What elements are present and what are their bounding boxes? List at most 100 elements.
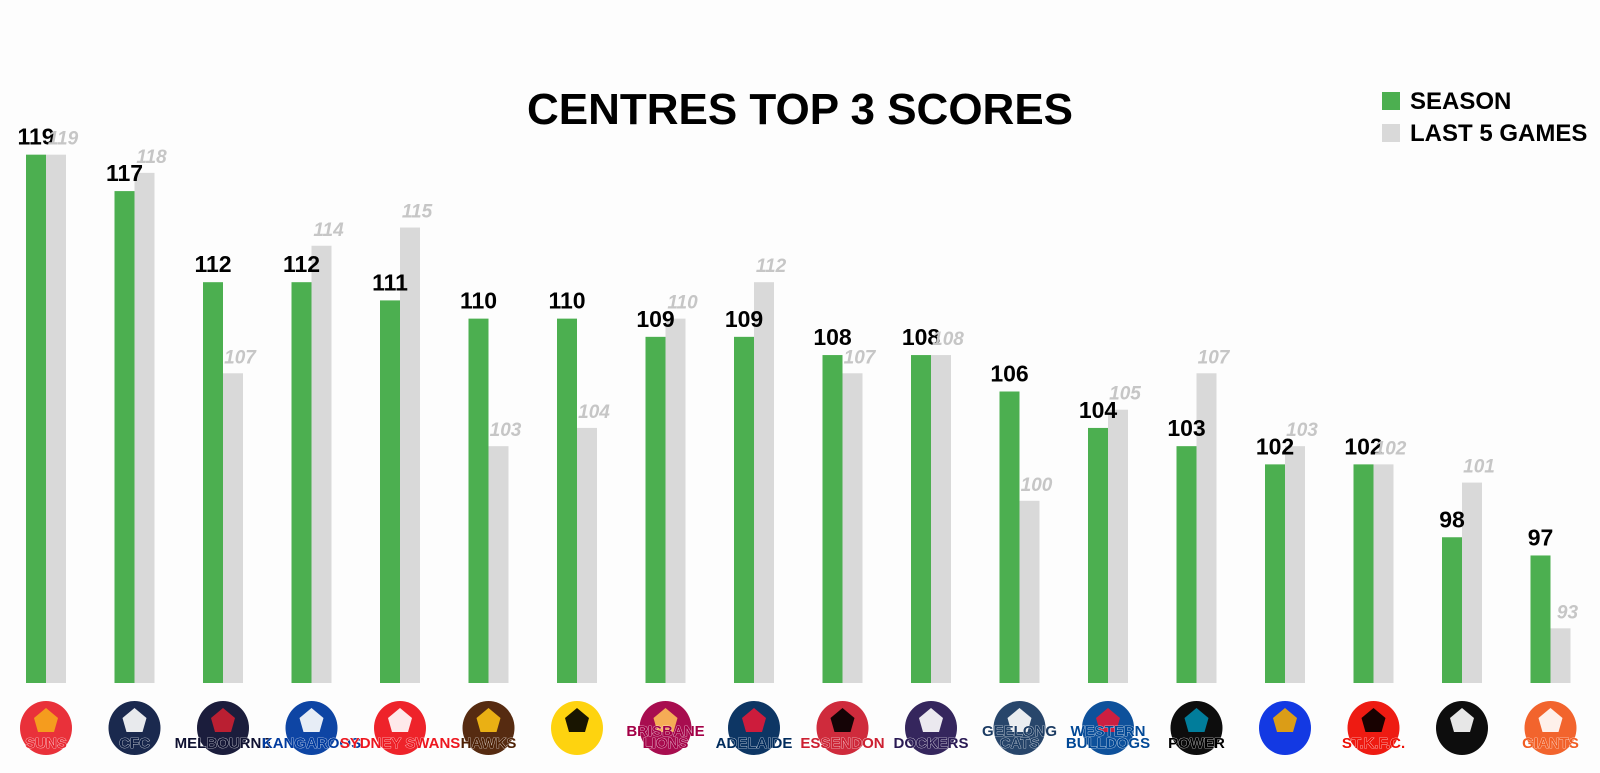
bar-last-5-games-eagles bbox=[1285, 446, 1305, 683]
chart-title: CENTRES TOP 3 SCORES bbox=[527, 85, 1073, 134]
season-value-label: 104 bbox=[1079, 397, 1118, 423]
giants-logo: GIANTS bbox=[1522, 701, 1579, 755]
last-5-games-value-label: 105 bbox=[1109, 384, 1141, 405]
stkilda-logo-label: ST.K.F.C. bbox=[1342, 735, 1405, 752]
last-5-games-value-label: 101 bbox=[1463, 457, 1495, 478]
swans-logo-emblem bbox=[388, 708, 412, 732]
bar-season-dockers bbox=[911, 355, 931, 683]
legend-label-season: SEASON bbox=[1410, 88, 1511, 115]
season-value-label: 111 bbox=[372, 269, 408, 295]
season-value-label: 109 bbox=[636, 306, 674, 332]
season-value-label: 112 bbox=[194, 251, 231, 277]
power-logo-emblem bbox=[1184, 708, 1209, 732]
bar-last-5-games-essendon bbox=[842, 373, 863, 683]
essendon-logo-label: ESSENDON bbox=[800, 735, 884, 752]
cats-logo-label: CATS bbox=[1000, 735, 1040, 752]
legend-swatch-last-5-games bbox=[1382, 124, 1400, 142]
power-logo: POWER bbox=[1168, 701, 1225, 755]
melbourne-logo-label: MELBOURNE bbox=[175, 735, 272, 752]
bar-season-magpies bbox=[1442, 537, 1462, 683]
bar-season-melbourne bbox=[203, 282, 223, 683]
giants-logo-label: GIANTS bbox=[1522, 735, 1579, 752]
bars bbox=[26, 154, 1571, 683]
bulldogs-logo-emblem bbox=[1096, 708, 1120, 732]
bar-last-5-games-hawks bbox=[488, 446, 509, 683]
kangaroos-logo-label: KANGAROOS bbox=[262, 735, 361, 752]
season-value-label: 117 bbox=[106, 160, 143, 186]
kangaroos-logo: KANGAROOS bbox=[262, 701, 361, 755]
bar-season-giants bbox=[1530, 555, 1551, 683]
bar-last-5-games-adelaide bbox=[754, 282, 774, 683]
bar-season-carlton bbox=[114, 191, 135, 683]
dockers-logo-emblem bbox=[919, 708, 943, 732]
carlton-logo: CFC bbox=[108, 701, 161, 755]
lions-logo-label: LIONS bbox=[643, 735, 689, 752]
essendon-logo: ESSENDON bbox=[800, 701, 885, 755]
suns-logo: SUNS bbox=[20, 701, 72, 755]
last-5-games-value-label: 107 bbox=[844, 347, 877, 368]
kangaroos-logo-emblem bbox=[299, 708, 324, 732]
bar-season-bulldogs bbox=[1088, 427, 1108, 683]
bar-season-kangaroos bbox=[291, 282, 312, 683]
giants-logo-emblem bbox=[1538, 708, 1563, 732]
magpies-logo bbox=[1436, 701, 1488, 755]
carlton-logo-label: CFC bbox=[119, 735, 150, 752]
season-value-label: 102 bbox=[1344, 433, 1382, 459]
season-value-label: 110 bbox=[548, 288, 585, 314]
bar-last-5-games-st-k-f-c bbox=[1373, 464, 1394, 683]
last-5-games-value-label: 93 bbox=[1557, 602, 1579, 623]
tigers-logo-emblem bbox=[565, 708, 589, 732]
cats-logo-label: GEELONG bbox=[982, 723, 1057, 740]
last-5-games-value-label: 103 bbox=[1286, 420, 1318, 441]
stkilda-logo: ST.K.F.C. bbox=[1342, 701, 1405, 755]
season-value-label: 102 bbox=[1256, 433, 1294, 459]
dockers-logo: DOCKERS bbox=[893, 701, 969, 755]
last-5-games-value-label: 107 bbox=[224, 347, 257, 368]
bar-last-5-games-bulldogs bbox=[1108, 409, 1128, 683]
bar-last-5-games-carlton bbox=[134, 172, 155, 683]
season-value-label: 109 bbox=[725, 306, 763, 332]
season-value-label: 108 bbox=[902, 324, 941, 350]
legend: SEASON LAST 5 GAMES bbox=[1382, 88, 1587, 147]
adelaide-logo-label: ADELAIDE bbox=[716, 735, 793, 752]
season-value-label: 112 bbox=[283, 251, 320, 277]
last-5-games-value-label: 119 bbox=[48, 129, 79, 150]
bar-last-5-games-lions bbox=[665, 318, 686, 683]
essendon-logo-emblem bbox=[830, 708, 855, 732]
bulldogs-logo-label: BULLDOGS bbox=[1066, 735, 1150, 752]
bar-last-5-games-power bbox=[1196, 373, 1217, 683]
suns-logo-label: SUNS bbox=[25, 735, 67, 752]
season-value-label: 106 bbox=[990, 361, 1028, 387]
season-value-label: 110 bbox=[460, 288, 497, 314]
bar-season-sydney-swans bbox=[380, 300, 400, 683]
season-value-label: 98 bbox=[1439, 506, 1465, 532]
power-logo-label: POWER bbox=[1168, 735, 1225, 752]
bar-last-5-games-sydney-swans bbox=[400, 227, 420, 683]
swans-logo: SYDNEY SWANS bbox=[339, 701, 461, 755]
bar-season-suns bbox=[26, 154, 46, 683]
last-5-games-value-label: 118 bbox=[136, 147, 167, 168]
bar-season-adelaide bbox=[734, 336, 754, 683]
bar-season-tigers bbox=[557, 318, 577, 683]
bar-last-5-games-tigers bbox=[577, 427, 597, 683]
bar-season-lions bbox=[645, 336, 666, 683]
legend-swatch-season bbox=[1382, 92, 1400, 110]
suns-logo-emblem bbox=[34, 708, 58, 732]
bar-last-5-games-giants bbox=[1550, 628, 1571, 683]
last-5-games-value-label: 112 bbox=[756, 256, 787, 277]
eagles-logo-emblem bbox=[1273, 708, 1297, 732]
last-5-games-value-label: 115 bbox=[402, 202, 433, 223]
bar-last-5-games-suns bbox=[46, 154, 66, 683]
bar-season-hawks bbox=[468, 318, 489, 683]
last-5-games-value-label: 110 bbox=[667, 293, 698, 314]
melbourne-logo: MELBOURNE bbox=[174, 701, 272, 755]
data-labels: 1191191171181121071121141111151101031101… bbox=[17, 124, 1578, 624]
last-5-games-value-label: 104 bbox=[578, 402, 610, 423]
last-5-games-value-label: 108 bbox=[932, 329, 964, 350]
bar-last-5-games-dockers bbox=[931, 355, 951, 683]
bar-last-5-games-kangaroos bbox=[311, 245, 332, 683]
adelaide-logo-emblem bbox=[742, 708, 766, 732]
